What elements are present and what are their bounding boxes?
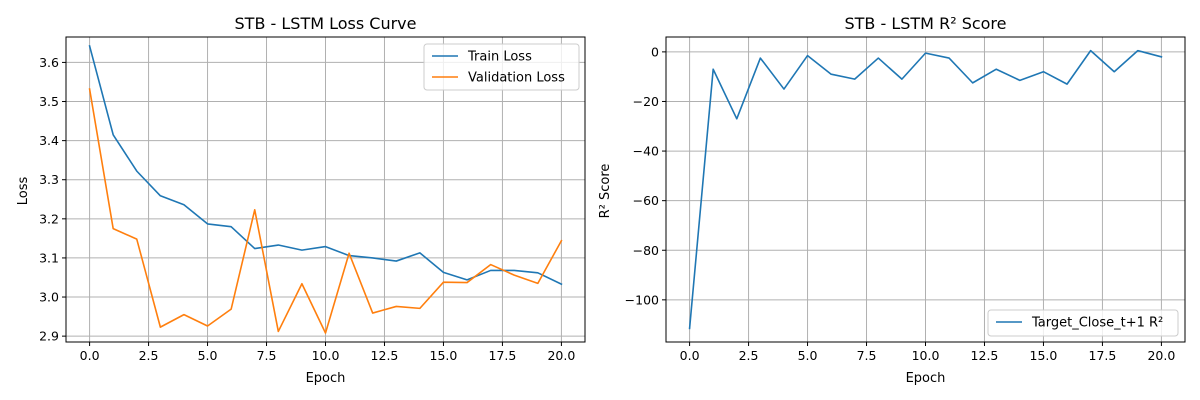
r2-chart-series	[688, 49, 1163, 330]
x-tick-label: 15.0	[430, 348, 458, 363]
r2-chart-x-axis-label: Epoch	[906, 371, 946, 386]
x-tick-label: 17.5	[1089, 348, 1117, 363]
y-tick-label: 3.5	[39, 94, 59, 109]
legend-label-r2: Target_Close_t+1 R²	[1031, 316, 1163, 331]
x-tick-label: 0.0	[680, 348, 700, 363]
loss-chart-x-axis-label: Epoch	[306, 371, 346, 386]
x-tick-label: 12.5	[371, 348, 399, 363]
x-tick-label: 0.0	[80, 348, 100, 363]
loss-chart-legend-box	[423, 43, 580, 91]
r2-chart-y-axis-label: R² Score	[598, 164, 613, 219]
y-tick-label: 3.2	[39, 211, 59, 226]
x-tick-label: 2.5	[739, 348, 759, 363]
y-tick-label: −20	[633, 94, 659, 109]
r2-chart-grid	[666, 37, 1185, 342]
y-tick-label: −60	[633, 193, 659, 208]
loss-chart-grid	[66, 37, 585, 342]
loss-chart-y-axis-label: Loss	[16, 177, 31, 206]
y-tick-label: 3.3	[39, 172, 59, 187]
loss-chart-title: STB - LSTM Loss Curve	[235, 14, 417, 33]
legend-label-train-loss: Train Loss	[467, 50, 532, 65]
y-tick-label: −100	[625, 292, 659, 307]
y-tick-label: 3.1	[39, 250, 59, 265]
series-line-train-loss	[88, 45, 563, 286]
series-line-target-close-t-1-r	[688, 49, 1163, 330]
x-tick-label: 7.5	[857, 348, 877, 363]
y-tick-label: 3.4	[39, 133, 59, 148]
loss-chart-series	[88, 45, 563, 334]
loss-chart-legend[interactable]: Train Loss Validation Loss	[423, 43, 580, 91]
x-tick-label: 15.0	[1030, 348, 1058, 363]
r2-chart: STB - LSTM R² Score Epoch R² Score 0.0 2.…	[598, 14, 1186, 386]
loss-chart: STB - LSTM Loss Curve Epoch Loss 0.0 2.5 5…	[16, 14, 586, 386]
y-tick-label: 3.6	[39, 55, 59, 70]
x-tick-label: 10.0	[912, 348, 940, 363]
x-tick-label: 20.0	[1147, 348, 1175, 363]
x-tick-label: 20.0	[547, 348, 575, 363]
r2-chart-legend-box	[987, 309, 1179, 337]
x-tick-label: 10.0	[312, 348, 340, 363]
y-tick-label: 3.0	[39, 290, 59, 305]
r2-chart-ticks: 0.0 2.5 5.0 7.5 10.0 12.5 15.0 17.5 20.0 −100 −80 −…	[625, 44, 1176, 363]
series-line-validation-loss	[88, 88, 563, 334]
y-tick-label: −40	[633, 144, 659, 159]
y-tick-label: 0	[651, 44, 659, 59]
x-tick-label: 5.0	[198, 348, 218, 363]
x-tick-label: 2.5	[139, 348, 159, 363]
x-tick-label: 5.0	[798, 348, 818, 363]
r2-chart-legend[interactable]: Target_Close_t+1 R²	[987, 309, 1179, 337]
x-tick-label: 17.5	[489, 348, 517, 363]
x-tick-label: 7.5	[257, 348, 277, 363]
legend-label-validation-loss: Validation Loss	[468, 71, 565, 86]
y-tick-label: 2.9	[39, 329, 59, 344]
r2-chart-title: STB - LSTM R² Score	[844, 14, 1006, 33]
x-tick-label: 12.5	[971, 348, 999, 363]
y-tick-label: −80	[633, 243, 659, 258]
loss-chart-ticks: 0.0 2.5 5.0 7.5 10.0 12.5 15.0 17.5 20.0 2.9 3.0 3.…	[39, 55, 575, 363]
